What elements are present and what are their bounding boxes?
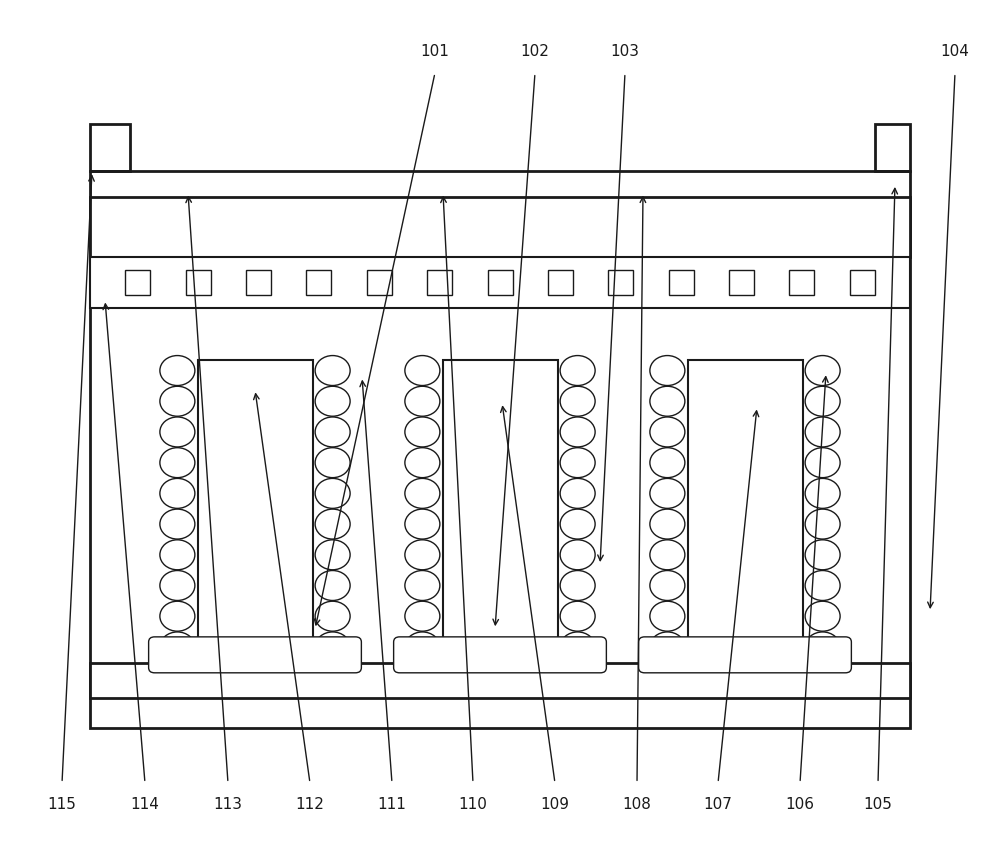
Bar xyxy=(669,270,694,295)
FancyBboxPatch shape xyxy=(394,637,606,673)
FancyBboxPatch shape xyxy=(639,637,851,673)
Bar xyxy=(488,270,513,295)
Text: 103: 103 xyxy=(610,44,640,59)
Bar xyxy=(367,270,392,295)
Bar xyxy=(90,197,910,257)
Bar xyxy=(246,270,271,295)
Text: 104: 104 xyxy=(941,44,969,59)
Bar xyxy=(90,257,910,308)
Bar xyxy=(608,270,633,295)
Bar xyxy=(729,270,754,295)
Text: 107: 107 xyxy=(704,797,732,812)
Bar xyxy=(186,270,211,295)
Bar xyxy=(427,270,452,295)
Text: 109: 109 xyxy=(540,797,570,812)
FancyBboxPatch shape xyxy=(149,637,361,673)
Bar xyxy=(875,124,910,171)
Text: 115: 115 xyxy=(48,797,76,812)
Text: 101: 101 xyxy=(421,44,449,59)
Text: 112: 112 xyxy=(296,797,324,812)
Text: 110: 110 xyxy=(459,797,487,812)
Text: 102: 102 xyxy=(521,44,549,59)
Bar xyxy=(548,270,573,295)
Bar xyxy=(850,270,875,295)
Bar xyxy=(688,360,802,663)
Bar xyxy=(306,270,331,295)
Bar xyxy=(90,171,910,728)
Text: 108: 108 xyxy=(623,797,651,812)
Bar xyxy=(125,270,150,295)
Text: 105: 105 xyxy=(864,797,892,812)
Bar xyxy=(442,360,558,663)
Bar xyxy=(789,270,814,295)
Text: 114: 114 xyxy=(131,797,159,812)
Text: 113: 113 xyxy=(214,797,242,812)
Bar xyxy=(198,360,312,663)
Bar xyxy=(90,124,130,171)
Text: 106: 106 xyxy=(786,797,814,812)
Bar xyxy=(90,663,910,698)
Text: 111: 111 xyxy=(378,797,406,812)
